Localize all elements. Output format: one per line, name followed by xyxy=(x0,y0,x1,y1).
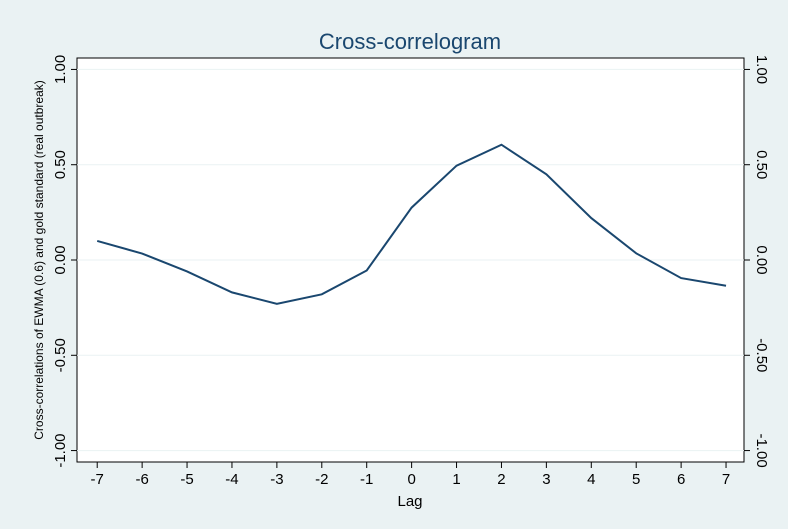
x-tick-label: 0 xyxy=(407,471,415,488)
x-tick-label: -7 xyxy=(91,471,104,488)
y-tick-label: -0.50 xyxy=(52,338,69,372)
x-tick-label: -4 xyxy=(225,471,238,488)
x-tick-label: 2 xyxy=(497,471,505,488)
y-tick-label: 0.00 xyxy=(52,245,69,274)
x-axis-title: Lag xyxy=(397,493,422,510)
y-tick-label: -1.00 xyxy=(52,433,69,467)
x-tick-label: -1 xyxy=(360,471,373,488)
y-tick-label: 0.50 xyxy=(52,150,69,179)
x-tick-label: -5 xyxy=(180,471,193,488)
x-tick-label: -3 xyxy=(270,471,283,488)
x-tick-label: 4 xyxy=(587,471,595,488)
x-tick-label: 1 xyxy=(452,471,460,488)
y-axis-title: Cross-correlations of EWMA (0.6) and gol… xyxy=(32,80,46,440)
x-tick-label: 3 xyxy=(542,471,550,488)
x-tick-label: 6 xyxy=(677,471,685,488)
y2-tick-label: 0.00 xyxy=(753,245,770,274)
x-tick-label: 5 xyxy=(632,471,640,488)
y2-tick-label: 0.50 xyxy=(753,150,770,179)
x-tick-label: 7 xyxy=(722,471,730,488)
chart-title: Cross-correlogram xyxy=(319,29,501,54)
y-tick-label: 1.00 xyxy=(52,55,69,84)
y2-tick-label: -0.50 xyxy=(753,338,770,372)
x-tick-label: -2 xyxy=(315,471,328,488)
y2-tick-label: 1.00 xyxy=(753,55,770,84)
line-series xyxy=(96,143,727,305)
y2-tick-label: -1.00 xyxy=(753,433,770,467)
x-tick-label: -6 xyxy=(135,471,148,488)
